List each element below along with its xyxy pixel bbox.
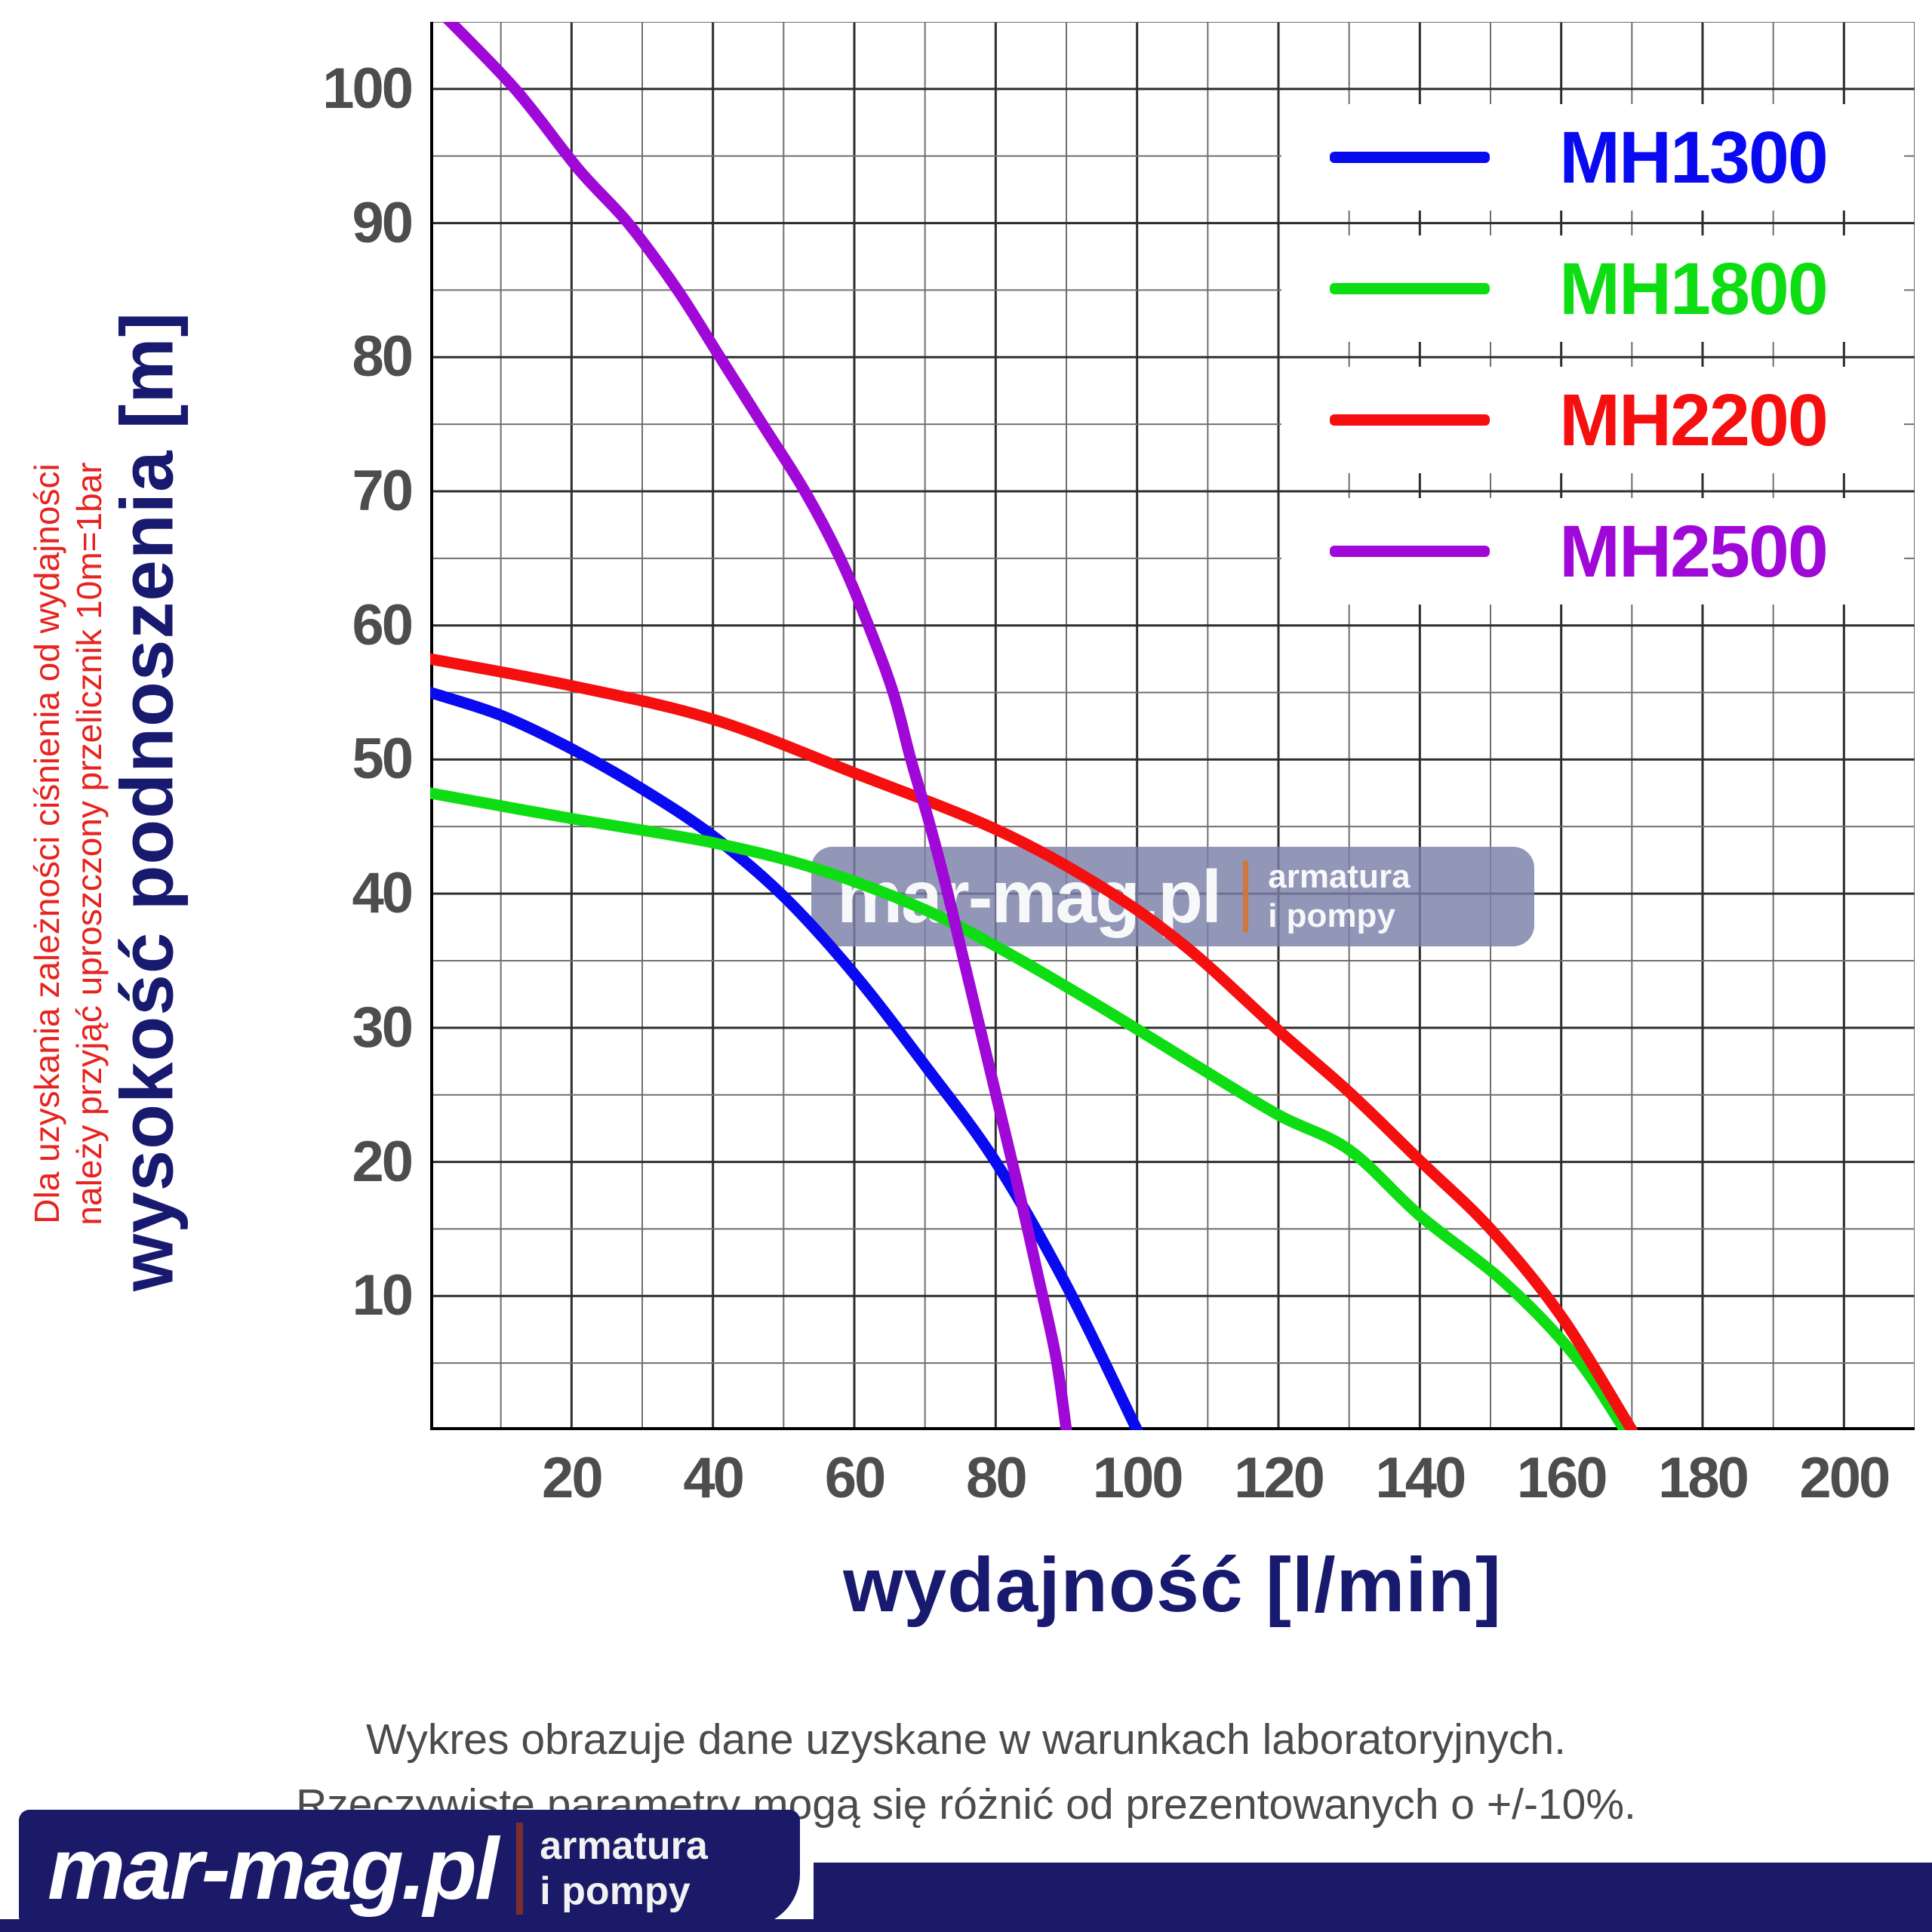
legend-item-mh1300: MH1300 <box>1281 104 1904 211</box>
legend-swatch-mh2500 <box>1330 546 1490 557</box>
footer-logo-tag-line1: armatura <box>540 1823 708 1868</box>
disclaimer-line1: Wykres obrazuje dane uzyskane w warunkac… <box>366 1715 1566 1764</box>
x-tick-label-20: 20 <box>542 1446 604 1510</box>
y-tick-label-30: 30 <box>352 995 414 1060</box>
legend-label-mh1800: MH1800 <box>1559 247 1829 330</box>
y-tick-label-90: 90 <box>352 190 414 255</box>
legend-item-mh2200: MH2200 <box>1281 367 1904 473</box>
y-tick-label-40: 40 <box>352 861 414 926</box>
watermark-divider <box>1243 860 1249 933</box>
disclaimer-text: Wykres obrazuje dane uzyskane w warunkac… <box>0 1707 1932 1837</box>
legend-swatch-mh1300 <box>1330 152 1490 163</box>
y-axis-title: wysokość podnoszenia [m] <box>105 311 189 1292</box>
x-tick-label-40: 40 <box>683 1446 745 1510</box>
legend-item-mh2500: MH2500 <box>1281 498 1904 605</box>
legend-item-mh1800: MH1800 <box>1281 235 1904 342</box>
curve-mh1800 <box>430 787 1631 1430</box>
x-tick-label-180: 180 <box>1658 1446 1749 1510</box>
y-tick-label-80: 80 <box>352 325 414 389</box>
footer-logo-tag-line2: i pompy <box>540 1869 691 1913</box>
pump-curves <box>430 22 1638 1430</box>
x-tick-label-200: 200 <box>1799 1446 1890 1510</box>
x-tick-label-60: 60 <box>824 1446 887 1510</box>
y-tick-label-50: 50 <box>352 727 414 792</box>
watermark-tagline: armatura i pompy <box>1268 857 1410 936</box>
footer-logo: mar-mag.pl armatura i pompy <box>19 1810 800 1927</box>
footer-logo-brand: mar-mag.pl <box>48 1819 499 1918</box>
legend-swatch-mh2200 <box>1330 414 1490 426</box>
watermark: mar-mag.pl armatura i pompy <box>811 847 1534 946</box>
x-tick-label-140: 140 <box>1375 1446 1466 1510</box>
legend-label-mh2200: MH2200 <box>1559 378 1829 461</box>
x-axis-title: wydajność [l/min] <box>843 1542 1502 1628</box>
x-tick-label-80: 80 <box>966 1446 1028 1510</box>
curve-mh2200 <box>430 653 1638 1430</box>
x-tick-label-100: 100 <box>1092 1446 1184 1510</box>
y-tick-label-100: 100 <box>322 56 414 121</box>
footer-bar <box>814 1863 1932 1932</box>
y-tick-label-60: 60 <box>352 592 414 657</box>
legend-label-mh1300: MH1300 <box>1559 115 1829 198</box>
curve-mh1300 <box>430 687 1143 1430</box>
legend-label-mh2500: MH2500 <box>1559 509 1829 592</box>
plot-area: mar-mag.pl armatura i pompy MH1300 MH1800… <box>430 22 1915 1430</box>
legend-swatch-mh1800 <box>1330 283 1490 294</box>
pressure-conversion-note-line1: Dla uzyskania zależności ciśnienia od wy… <box>27 463 66 1224</box>
footer-logo-tagline: armatura i pompy <box>540 1823 708 1914</box>
x-tick-label-160: 160 <box>1516 1446 1608 1510</box>
footer-logo-divider <box>516 1822 524 1915</box>
legend: MH1300 MH1800 MH2200 MH2500 <box>1281 104 1904 605</box>
watermark-tag-line1: armatura <box>1268 858 1411 895</box>
watermark-tag-line2: i pompy <box>1268 897 1395 934</box>
y-tick-label-10: 10 <box>352 1263 414 1328</box>
y-tick-label-20: 20 <box>352 1129 414 1194</box>
curve-mh2500 <box>442 22 1072 1430</box>
x-tick-label-120: 120 <box>1234 1446 1325 1510</box>
y-tick-label-70: 70 <box>352 459 414 523</box>
pressure-conversion-note: Dla uzyskania zależności ciśnienia od wy… <box>26 462 110 1225</box>
